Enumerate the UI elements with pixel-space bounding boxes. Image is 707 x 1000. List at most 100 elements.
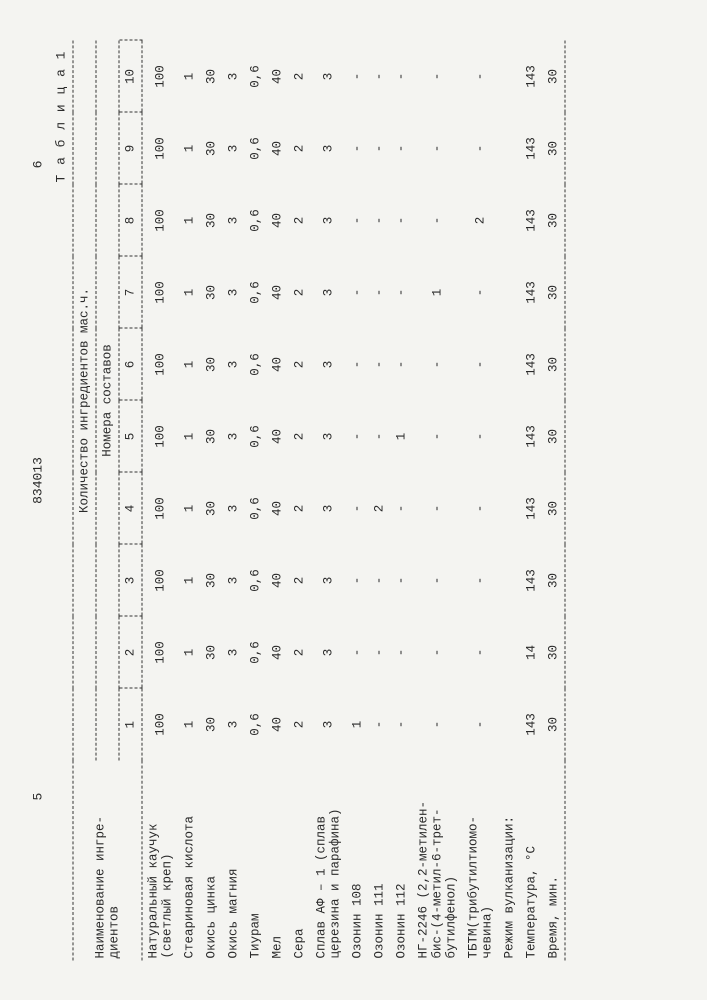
cell-value: 30 [200, 40, 222, 112]
col-8: 8 [119, 184, 142, 256]
cell-value: 1 [178, 328, 200, 400]
cell-value: 1 [178, 112, 200, 184]
cell-value: 14 [520, 616, 542, 688]
comp-numbers-title: Номера составов [96, 40, 119, 760]
cell-value [498, 328, 520, 400]
cell-value: 3 [310, 184, 346, 256]
cell-value: - [346, 544, 368, 616]
page-sheet: 5 834013 6 Т а б л и ц а 1 Наименование … [0, 0, 707, 1000]
cell-value [498, 40, 520, 112]
cell-value: 143 [520, 112, 542, 184]
col-6: 6 [119, 328, 142, 400]
table-row: Озонин 1081--------- [346, 40, 368, 960]
col-1: 1 [119, 688, 142, 760]
ingredient-label: Тиурам [244, 760, 266, 960]
cell-value: - [462, 472, 498, 544]
cell-value: 30 [542, 40, 565, 112]
cell-value: - [462, 544, 498, 616]
cell-value: - [368, 184, 390, 256]
table-row: Тиурам0,60,60,60,60,60,60,60,60,60,6 [244, 40, 266, 960]
cell-value: 0,6 [244, 328, 266, 400]
cell-value: 30 [542, 472, 565, 544]
cell-value: 3 [310, 688, 346, 760]
cell-value: 30 [200, 544, 222, 616]
cell-value: 143 [520, 400, 542, 472]
qty-title: Количество ингредиентов мас.ч. [73, 40, 96, 760]
cell-value: 100 [142, 112, 178, 184]
table-row: ТБТМ(трибутилтиомо- чевина)-------2-- [462, 40, 498, 960]
page-top-marks: 5 834013 6 [30, 40, 53, 960]
cell-value: 2 [288, 40, 310, 112]
cell-value: - [368, 256, 390, 328]
cell-value: - [412, 472, 462, 544]
cell-value: - [462, 328, 498, 400]
cell-value: 3 [310, 616, 346, 688]
cell-value: - [346, 184, 368, 256]
ingredient-label: Сера [288, 760, 310, 960]
cell-value: 2 [288, 472, 310, 544]
cell-value: 1 [178, 688, 200, 760]
cell-value: - [390, 688, 412, 760]
page-mark-left: 5 [30, 792, 45, 800]
cell-value [498, 400, 520, 472]
cell-value: 1 [412, 256, 462, 328]
cell-value: 3 [310, 472, 346, 544]
cell-value: 2 [288, 112, 310, 184]
cell-value: 30 [200, 256, 222, 328]
ingredient-label: Мел [266, 760, 288, 960]
cell-value: 3 [222, 184, 244, 256]
cell-value: 30 [542, 184, 565, 256]
cell-value: 3 [310, 256, 346, 328]
cell-value: - [390, 184, 412, 256]
cell-value: - [462, 256, 498, 328]
cell-value: 2 [288, 328, 310, 400]
cell-value: 30 [200, 328, 222, 400]
cell-value: 0,6 [244, 472, 266, 544]
cell-value: - [346, 400, 368, 472]
cell-value: 30 [200, 184, 222, 256]
cell-value: 100 [142, 328, 178, 400]
cell-value: 40 [266, 472, 288, 544]
cell-value: - [368, 400, 390, 472]
cell-value: 40 [266, 616, 288, 688]
cell-value: - [412, 40, 462, 112]
col-10: 10 [119, 40, 142, 112]
cell-value: - [412, 616, 462, 688]
cell-value [498, 688, 520, 760]
cell-value: 1 [390, 400, 412, 472]
cell-value: 0,6 [244, 184, 266, 256]
cell-value: 30 [200, 112, 222, 184]
cell-value: 30 [542, 256, 565, 328]
ingredient-label: Температура, °С [520, 760, 542, 960]
cell-value: - [346, 472, 368, 544]
cell-value: - [390, 544, 412, 616]
cell-value: - [462, 400, 498, 472]
cell-value: 100 [142, 616, 178, 688]
cell-value: 30 [200, 472, 222, 544]
cell-value: 30 [542, 544, 565, 616]
cell-value: 30 [542, 616, 565, 688]
cell-value: 3 [222, 616, 244, 688]
cell-value: 1 [178, 256, 200, 328]
cell-value: 1 [178, 616, 200, 688]
cell-value: 143 [520, 184, 542, 256]
cell-value: 3 [222, 472, 244, 544]
cell-value: - [462, 40, 498, 112]
cell-value: 3 [310, 112, 346, 184]
cell-value: - [346, 256, 368, 328]
cell-value: 40 [266, 688, 288, 760]
cell-value: - [368, 544, 390, 616]
cell-value [498, 472, 520, 544]
ingredient-label: Время, мин. [542, 760, 565, 960]
cell-value: - [412, 688, 462, 760]
cell-value [498, 184, 520, 256]
cell-value: 30 [200, 688, 222, 760]
cell-value: 3 [222, 544, 244, 616]
cell-value: - [462, 616, 498, 688]
cell-value: 100 [142, 184, 178, 256]
cell-value: 143 [520, 328, 542, 400]
cell-value: - [368, 328, 390, 400]
table-row: Стеариновая кислота1111111111 [178, 40, 200, 960]
cell-value: - [390, 256, 412, 328]
table-row: Сплав АФ – 1 (сплав церезина и парафина)… [310, 40, 346, 960]
